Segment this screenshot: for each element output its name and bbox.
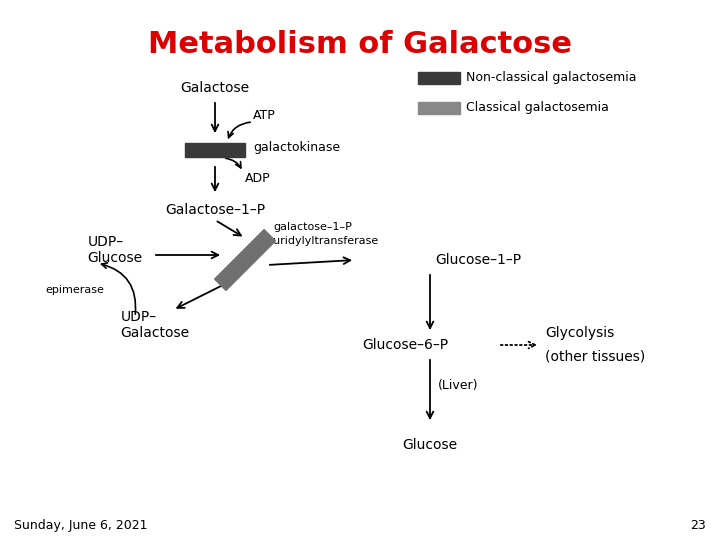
Text: galactokinase: galactokinase	[253, 140, 340, 153]
Text: uridylyltransferase: uridylyltransferase	[273, 236, 378, 246]
Text: Galactose: Galactose	[181, 81, 250, 95]
Text: 23: 23	[690, 519, 706, 532]
Text: Metabolism of Galactose: Metabolism of Galactose	[148, 30, 572, 59]
Text: Sunday, June 6, 2021: Sunday, June 6, 2021	[14, 519, 148, 532]
Text: Glucose–6–P: Glucose–6–P	[362, 338, 448, 352]
Text: ADP: ADP	[245, 172, 271, 185]
Text: Glycolysis: Glycolysis	[545, 326, 614, 340]
Text: galactose–1–P: galactose–1–P	[273, 222, 352, 232]
Bar	[418, 72, 460, 84]
Text: Non-classical galactosemia: Non-classical galactosemia	[466, 71, 636, 84]
Text: (other tissues): (other tissues)	[545, 350, 645, 364]
Text: (Liver): (Liver)	[438, 379, 479, 392]
Text: ATP: ATP	[253, 109, 276, 122]
Text: UDP–
Galactose: UDP– Galactose	[120, 310, 189, 340]
Text: Glucose–1–P: Glucose–1–P	[435, 253, 521, 267]
Text: epimerase: epimerase	[45, 285, 104, 295]
Text: Glucose: Glucose	[402, 438, 458, 452]
Text: Galactose–1–P: Galactose–1–P	[165, 203, 265, 217]
Polygon shape	[215, 230, 276, 291]
Bar	[418, 102, 460, 114]
Text: UDP–
Glucose: UDP– Glucose	[87, 235, 143, 265]
Text: Classical galactosemia: Classical galactosemia	[466, 102, 609, 114]
Bar	[185, 143, 245, 157]
